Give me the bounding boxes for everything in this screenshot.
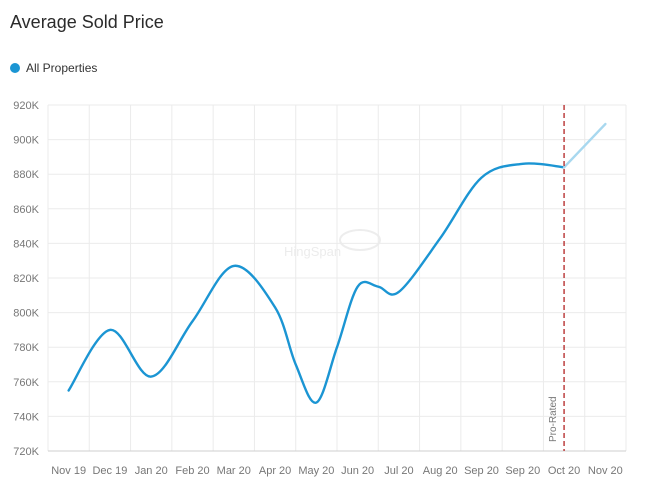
x-tick-label: Nov 20	[588, 465, 623, 477]
watermark-text: HingSpan	[284, 244, 341, 259]
x-tick-label: May 20	[298, 465, 334, 477]
grid-lines	[47, 104, 627, 452]
watermark-logo: HingSpan	[284, 229, 381, 259]
y-tick-label: 780K	[13, 342, 39, 354]
y-tick-label: 880K	[13, 169, 39, 181]
x-tick-label: Jan 20	[135, 465, 168, 477]
x-tick-label: Nov 19	[51, 465, 86, 477]
legend-dot-icon	[10, 63, 20, 73]
y-axis: 720K 740K 760K 780K 800K 820K 840K 860K 880K 900K…	[13, 100, 39, 458]
y-tick-label: 760K	[13, 377, 39, 389]
x-tick-label: Dec 19	[92, 465, 127, 477]
y-tick-label: 840K	[13, 238, 39, 250]
x-tick-label: Oct 20	[548, 465, 580, 477]
x-tick-label: Jul 20	[384, 465, 413, 477]
y-tick-label: 720K	[13, 446, 39, 458]
pro-rated-label: Pro-Rated	[548, 396, 559, 442]
x-tick-label: Aug 20	[423, 465, 458, 477]
series-all-properties	[67, 122, 607, 404]
x-axis: Nov 19 Dec 19 Jan 20 Feb 20 Mar 20 Apr 20 May …	[51, 465, 623, 477]
x-tick-label: Jun 20	[341, 465, 374, 477]
chart-title: Average Sold Price	[10, 12, 164, 32]
x-tick-label: Sep 20	[464, 465, 499, 477]
y-tick-label: 800K	[13, 308, 39, 320]
annotations: Pro-Rated	[548, 105, 565, 451]
x-tick-label: Feb 20	[175, 465, 209, 477]
series-line-projected	[562, 122, 607, 169]
x-tick-label: Apr 20	[259, 465, 291, 477]
y-tick-label: 920K	[13, 100, 39, 112]
y-tick-label: 820K	[13, 273, 39, 285]
legend-item-all-properties[interactable]: All Properties	[10, 61, 97, 75]
y-tick-label: 860K	[13, 204, 39, 216]
x-tick-label: Mar 20	[217, 465, 251, 477]
y-tick-label: 740K	[13, 411, 39, 423]
series-line	[67, 162, 566, 404]
legend-label: All Properties	[26, 61, 98, 75]
y-tick-label: 900K	[13, 135, 39, 147]
x-tick-label: Sep 20	[505, 465, 540, 477]
